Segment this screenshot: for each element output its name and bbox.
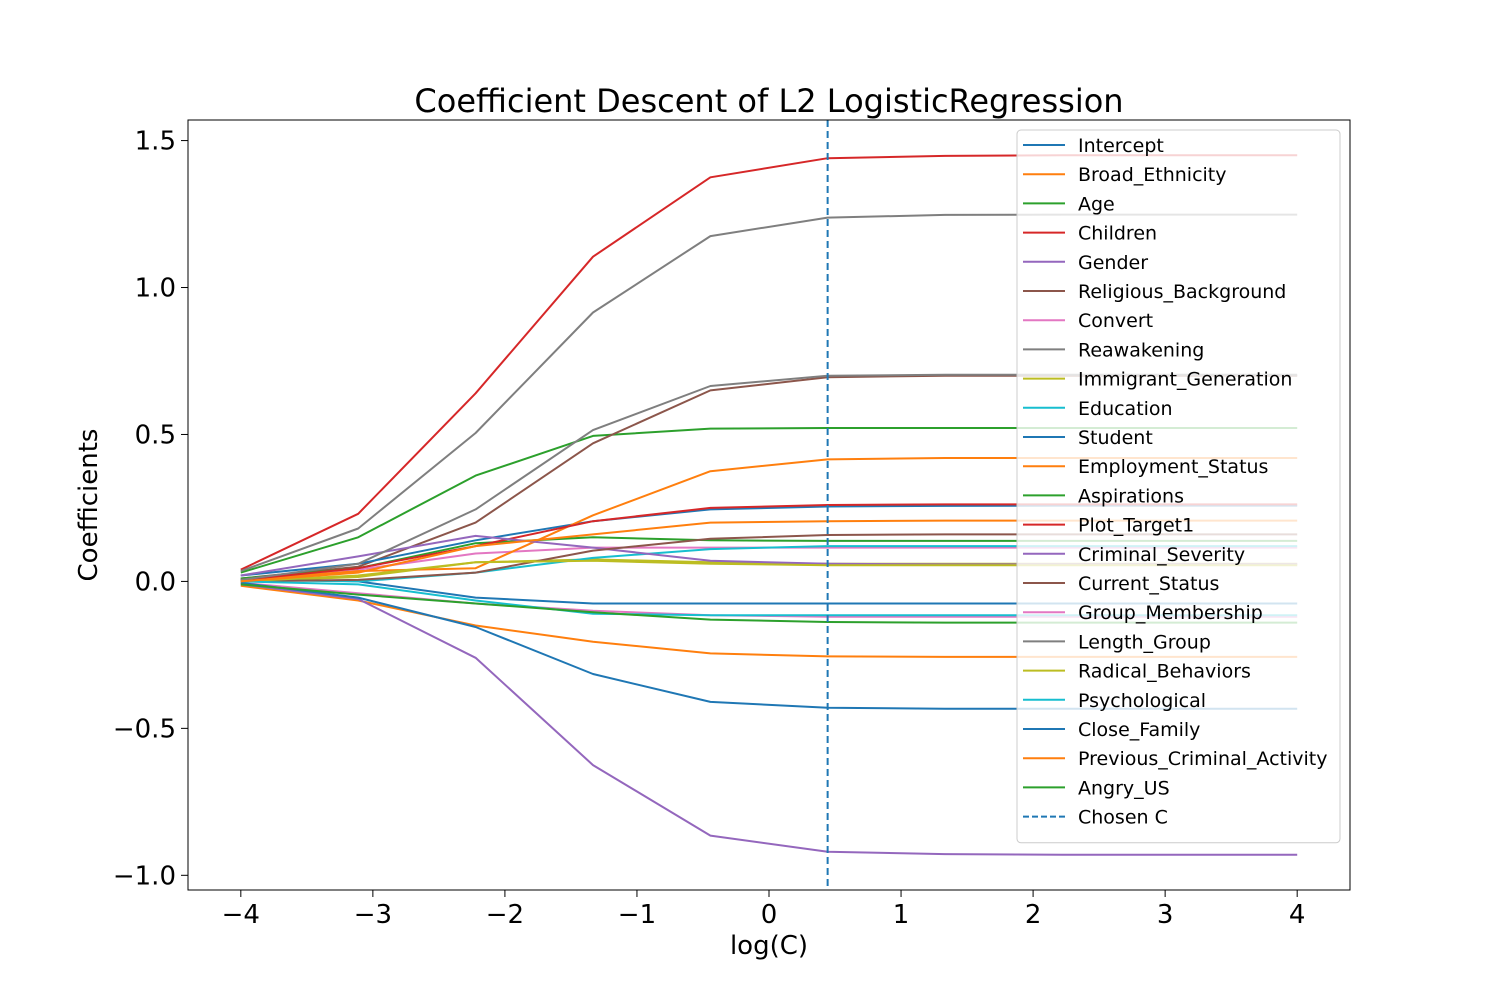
legend-label-group-membership: Group_Membership (1078, 602, 1263, 624)
legend-label-close-family: Close_Family (1078, 719, 1200, 741)
legend-label-psychological: Psychological (1078, 690, 1206, 712)
legend-label-broad-ethnicity: Broad_Ethnicity (1078, 164, 1227, 186)
x-tick-label: −3 (354, 900, 392, 930)
legend-label-immigrant-generation: Immigrant_Generation (1078, 369, 1292, 391)
legend-label-plot-target1: Plot_Target1 (1078, 515, 1194, 537)
x-tick-label: 1 (893, 900, 910, 930)
x-tick-label: 0 (761, 900, 778, 930)
legend-label-gender: Gender (1078, 252, 1148, 274)
x-tick-label: −2 (486, 900, 524, 930)
y-axis-title: Coefficients (74, 429, 104, 582)
legend-label-intercept: Intercept (1078, 135, 1164, 157)
x-tick-label: 3 (1157, 900, 1174, 930)
legend-label-employment-status: Employment_Status (1078, 456, 1268, 478)
y-axis-ticks: −1.0 −0.5 0.0 0.5 1.0 1.5 (113, 127, 188, 891)
legend-label-age: Age (1078, 193, 1115, 215)
x-axis-title: log(C) (730, 931, 808, 961)
y-tick-label: 1.5 (135, 127, 176, 157)
legend-label-radical-behaviors: Radical_Behaviors (1078, 661, 1251, 683)
legend-label-convert: Convert (1078, 310, 1153, 332)
legend-label-current-status: Current_Status (1078, 573, 1219, 595)
legend-label-previous-criminal-activity: Previous_Criminal_Activity (1078, 748, 1327, 770)
legend-label-education: Education (1078, 398, 1173, 420)
legend-box (1016, 129, 1341, 844)
legend-label-criminal-severity: Criminal_Severity (1078, 544, 1245, 566)
y-tick-label: −1.0 (113, 861, 176, 891)
legend-label-length-group: Length_Group (1078, 631, 1211, 653)
legend-label-reawakening: Reawakening (1078, 339, 1204, 361)
y-tick-label: 0.5 (135, 420, 176, 450)
x-tick-label: −4 (222, 900, 260, 930)
legend-label-religious-background: Religious_Background (1078, 281, 1286, 303)
chart-title: Coefficient Descent of L2 LogisticRegres… (414, 82, 1123, 120)
y-tick-label: 1.0 (135, 274, 176, 304)
y-tick-label: −0.5 (113, 714, 176, 744)
x-tick-label: 2 (1025, 900, 1042, 930)
legend-label-chosen-c: Chosen C (1078, 807, 1168, 829)
x-tick-label: −1 (618, 900, 656, 930)
legend-label-student: Student (1078, 427, 1153, 449)
y-tick-label: 0.0 (135, 567, 176, 597)
x-axis-ticks: −4 −3 −2 −1 0 1 2 3 4 (222, 890, 1306, 930)
series-line-gender (240, 583, 1298, 856)
x-tick-label: 4 (1289, 900, 1306, 930)
legend-label-angry-us: Angry_US (1078, 777, 1170, 799)
legend-label-aspirations: Aspirations (1078, 485, 1184, 507)
legend: Intercept Broad_Ethnicity Age Children Gende… (1016, 129, 1341, 844)
legend-label-children: Children (1078, 223, 1157, 245)
